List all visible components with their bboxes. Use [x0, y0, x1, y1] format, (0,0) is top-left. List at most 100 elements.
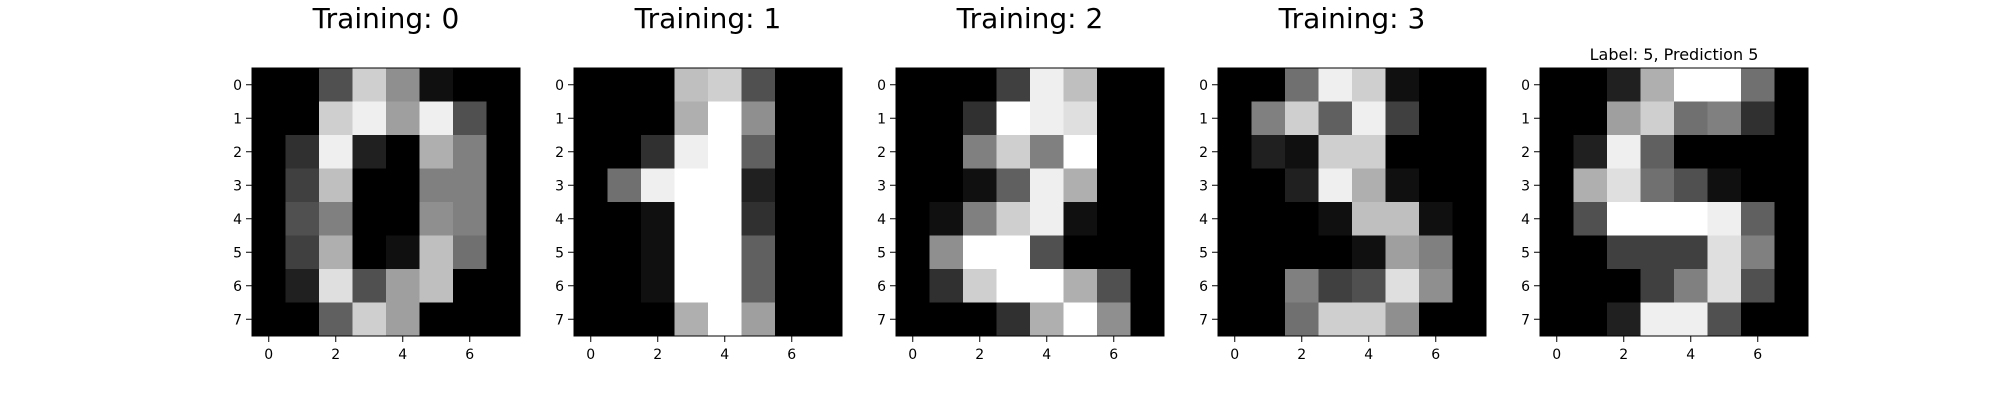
- x-tick-label: 6: [465, 347, 474, 363]
- heatmap-cell: [1385, 302, 1420, 337]
- heatmap-cell: [963, 168, 997, 203]
- heatmap-cell: [775, 202, 809, 236]
- x-tick-label: 6: [1753, 347, 1762, 363]
- heatmap-cell: [1285, 302, 1319, 337]
- heatmap-cell: [386, 202, 420, 236]
- heatmap-cell: [607, 269, 642, 303]
- heatmap-cell: [1251, 235, 1286, 270]
- x-tick-label: 0: [908, 347, 917, 363]
- y-tick-label: 7: [555, 312, 564, 328]
- heatmap-cell: [1540, 101, 1574, 136]
- heatmap-cell: [607, 101, 642, 136]
- heatmap-cell: [453, 135, 487, 169]
- heatmap-cell: [1419, 235, 1453, 270]
- heatmap-cell: [1640, 235, 1675, 270]
- heatmap-cell: [486, 202, 521, 236]
- heatmap-cell: [1097, 269, 1131, 303]
- heatmap-cell: [1318, 101, 1353, 136]
- heatmap-cell: [808, 135, 843, 169]
- heatmap-cell: [1318, 302, 1353, 337]
- heatmap-cell: [1774, 168, 1809, 203]
- heatmap-cell: [1097, 135, 1131, 169]
- heatmap-cell: [896, 235, 930, 270]
- heatmap-cell: [574, 101, 608, 136]
- heatmap-cell: [641, 101, 675, 136]
- heatmap-cell: [996, 302, 1031, 337]
- heatmap-cell: [1707, 68, 1742, 102]
- heatmap-cell: [1385, 101, 1420, 136]
- heatmap-cell: [1063, 235, 1098, 270]
- heatmap-cell: [674, 235, 709, 270]
- heatmap-cell: [1640, 135, 1675, 169]
- heatmap-cell: [708, 135, 742, 169]
- heatmap-cell: [1352, 202, 1386, 236]
- heatmap-cell: [1251, 135, 1286, 169]
- heatmap-cell: [1607, 101, 1641, 136]
- heatmap-cell: [574, 235, 608, 270]
- heatmap-cell: [896, 68, 930, 102]
- y-tick-label: 2: [877, 145, 886, 161]
- x-tick-label: 4: [720, 347, 729, 363]
- heatmap-cell: [1030, 68, 1064, 102]
- heatmap-cell: [1385, 202, 1420, 236]
- y-tick-label: 2: [1199, 145, 1208, 161]
- y-tick-label: 6: [877, 279, 886, 295]
- heatmap-cell: [1097, 235, 1131, 270]
- heatmap-cell: [419, 168, 454, 203]
- heatmap-cell: [963, 269, 997, 303]
- heatmap-cell: [1318, 168, 1353, 203]
- heatmap-cell: [1741, 235, 1775, 270]
- heatmap-cell: [1607, 302, 1641, 337]
- x-tick-label: 4: [398, 347, 407, 363]
- heatmap-cell: [319, 101, 353, 136]
- heatmap-cell: [1573, 68, 1608, 102]
- y-tick-label: 0: [877, 78, 886, 94]
- heatmap-cell: [708, 302, 742, 337]
- y-tick-label: 3: [233, 178, 242, 194]
- heatmap-cell: [929, 202, 964, 236]
- heatmap-cell: [996, 68, 1031, 102]
- heatmap-cell: [1707, 168, 1742, 203]
- heatmap-cell: [1741, 168, 1775, 203]
- heatmap-cell: [1251, 168, 1286, 203]
- heatmap-cell: [896, 269, 930, 303]
- heatmap-cell: [1774, 202, 1809, 236]
- heatmap-cell: [1385, 269, 1420, 303]
- y-tick-label: 2: [555, 145, 564, 161]
- heatmap-cell: [929, 135, 964, 169]
- heatmap-cell: [1097, 101, 1131, 136]
- heatmap-cell: [708, 269, 742, 303]
- heatmap-cell: [1741, 101, 1775, 136]
- heatmap-cell: [963, 68, 997, 102]
- y-tick-label: 4: [555, 212, 564, 228]
- x-tick-label: 2: [1297, 347, 1306, 363]
- heatmap-cell: [486, 302, 521, 337]
- y-tick-label: 1: [877, 111, 886, 127]
- heatmap-cell: [252, 202, 286, 236]
- heatmap-cell: [252, 269, 286, 303]
- x-tick-label: 0: [1552, 347, 1561, 363]
- heatmap-cell: [741, 202, 776, 236]
- heatmap-cell: [1674, 302, 1708, 337]
- heatmap-cell: [1707, 235, 1742, 270]
- heatmap-cell: [1318, 202, 1353, 236]
- heatmap-cell: [1707, 202, 1742, 236]
- heatmap-cell: [1063, 168, 1098, 203]
- heatmap-cell: [1063, 135, 1098, 169]
- y-tick-label: 4: [1521, 212, 1530, 228]
- heatmap-cell: [996, 202, 1031, 236]
- heatmap-cell: [1707, 302, 1742, 337]
- heatmap-cell: [607, 168, 642, 203]
- axes-frame: [573, 67, 843, 337]
- heatmap-cell: [1573, 135, 1608, 169]
- heatmap-cell: [1540, 202, 1574, 236]
- heatmap-cell: [1452, 302, 1487, 337]
- heatmap-cell: [1130, 235, 1165, 270]
- heatmap-cell: [1573, 202, 1608, 236]
- heatmap-cell: [1352, 168, 1386, 203]
- y-tick-label: 5: [555, 245, 564, 261]
- heatmap-cell: [1097, 168, 1131, 203]
- x-tick-label: 4: [1364, 347, 1373, 363]
- heatmap-cell: [1063, 302, 1098, 337]
